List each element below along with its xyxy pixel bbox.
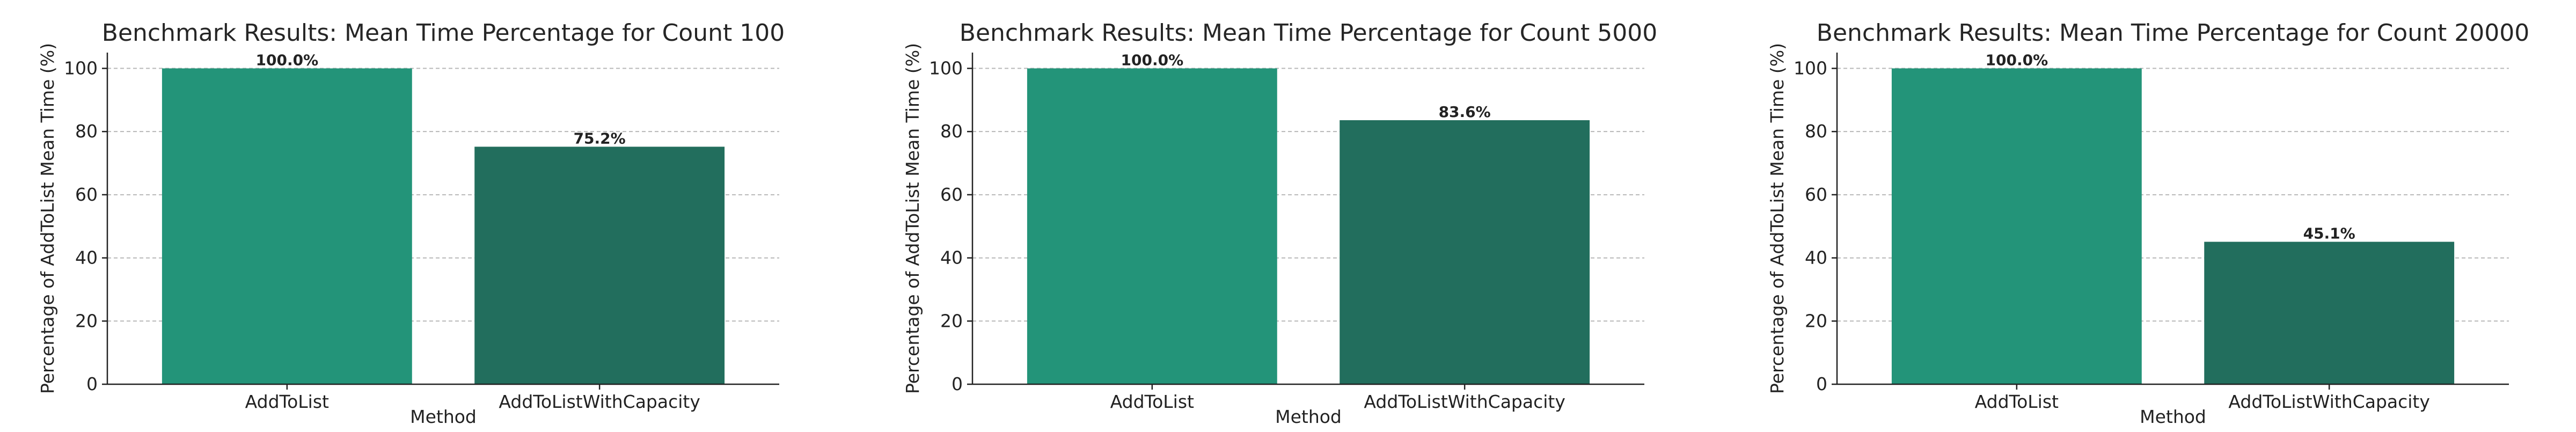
x-tick-label: AddToListWithCapacity [1364, 391, 1565, 412]
x-axis-label: Method [2140, 406, 2206, 427]
y-tick-label: 60 [75, 184, 98, 205]
bar-addtolist [1891, 68, 2142, 384]
bar-value-label: 100.0% [1986, 51, 2048, 69]
y-tick-label: 60 [940, 184, 963, 205]
y-axis-label: Percentage of AddToList Mean Time (%) [37, 43, 58, 394]
bar-addtolistwithcapacity [1340, 120, 1590, 384]
x-axis-label: Method [1275, 406, 1342, 427]
bar-value-label: 45.1% [2303, 225, 2355, 243]
y-tick-label: 20 [940, 310, 963, 331]
x-tick-label: AddToListWithCapacity [499, 391, 700, 412]
chart-title: Benchmark Results: Mean Time Percentage … [102, 19, 785, 47]
y-axis-label: Percentage of AddToList Mean Time (%) [902, 43, 923, 394]
x-axis-label: Method [410, 406, 477, 427]
bar-value-label: 75.2% [574, 129, 626, 147]
y-tick-label: 0 [1816, 374, 1827, 394]
chart-title: Benchmark Results: Mean Time Percentage … [1817, 19, 2529, 47]
y-tick-label: 100 [64, 57, 98, 78]
y-tick-label: 40 [940, 247, 963, 268]
x-tick-label: AddToList [245, 391, 329, 412]
x-tick-label: AddToListWithCapacity [2228, 391, 2429, 412]
y-tick-label: 80 [75, 121, 98, 142]
y-tick-label: 40 [75, 247, 98, 268]
bar-value-label: 100.0% [256, 51, 319, 69]
bar-addtolistwithcapacity [2204, 241, 2455, 384]
bar-value-label: 100.0% [1121, 51, 1184, 69]
y-tick-label: 0 [952, 374, 963, 394]
chart-panel-3: 100.0% AddToList 45.1% AddToListWithCapacit… [1767, 19, 2529, 427]
bar-addtolistwithcapacity [474, 147, 725, 384]
x-tick-label: AddToList [1975, 391, 2059, 412]
y-axis-label: Percentage of AddToList Mean Time (%) [1767, 43, 1788, 394]
y-tick-label: 0 [86, 374, 98, 394]
bar-addtolist [1027, 68, 1277, 384]
y-tick-label: 20 [75, 310, 98, 331]
y-tick-label: 40 [1805, 247, 1827, 268]
bar-addtolist [162, 68, 412, 384]
chart-panel-2: 100.0% AddToList 83.6% AddToListWithCapacit… [902, 19, 1657, 427]
chart-panel-1: 100.0% AddToList 75.2% AddToListWithCapacit… [37, 19, 785, 427]
y-tick-label: 100 [929, 57, 963, 78]
y-tick-label: 80 [940, 121, 963, 142]
y-tick-label: 20 [1805, 310, 1827, 331]
y-tick-label: 60 [1805, 184, 1827, 205]
y-tick-label: 80 [1805, 121, 1827, 142]
x-tick-label: AddToList [1110, 391, 1194, 412]
chart-title: Benchmark Results: Mean Time Percentage … [960, 19, 1657, 47]
bar-value-label: 83.6% [1439, 103, 1491, 121]
y-tick-label: 100 [1794, 57, 1827, 78]
